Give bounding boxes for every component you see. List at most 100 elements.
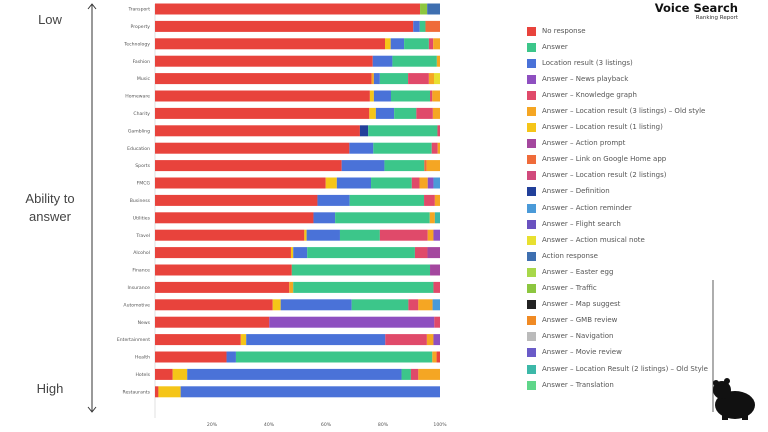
legend-item: Answer – News playback [527, 71, 708, 87]
bar-segment [373, 90, 391, 102]
bar-segment [155, 212, 314, 224]
category-label: Entertainment [117, 337, 150, 343]
legend-label: Answer – Location result (2 listings) [542, 171, 667, 180]
legend-item: Answer – Action reminder [527, 200, 708, 216]
category-label: Transport [127, 7, 150, 13]
bar-segment [341, 160, 385, 172]
bar-segment [307, 247, 415, 259]
bar-segment [431, 142, 438, 154]
legend-label: No response [542, 26, 586, 35]
bar-segment [155, 281, 290, 293]
bar-segment [432, 351, 437, 363]
bar-segment [373, 73, 380, 85]
category-label: Education [127, 146, 150, 152]
bar-segment [235, 351, 433, 363]
category-label: Automotive [123, 302, 150, 308]
category-label: Utilities [133, 215, 151, 221]
legend-item: Answer – Action musical note [527, 232, 708, 248]
bar-segment [419, 177, 428, 189]
legend-item: Answer – Location Result (2 listings) – … [527, 361, 708, 377]
bar-segment [155, 55, 373, 67]
category-label: Music [137, 76, 151, 82]
legend-swatch [527, 300, 536, 310]
bar-segment [172, 368, 188, 380]
legend-swatch [527, 58, 536, 68]
category-label: Homeware [125, 94, 150, 100]
bar-segment [290, 247, 294, 259]
bar-segment [304, 229, 307, 241]
legend-item: Answer – Navigation [527, 329, 708, 345]
x-tick-label: 40% [264, 422, 275, 428]
bar-segment [155, 20, 414, 32]
legend-item: Answer – GMB review [527, 313, 708, 329]
legend-swatch [527, 26, 536, 36]
bar-segment [371, 73, 374, 85]
bar-segment [432, 299, 440, 311]
bar-segment [155, 264, 292, 276]
bar-segment [246, 334, 386, 346]
bar-segment [433, 334, 440, 346]
legend-swatch [527, 155, 536, 165]
legend-item: Action response [527, 248, 708, 264]
bar-segment [424, 160, 427, 172]
bar-segment [289, 281, 294, 293]
bar-segment [155, 299, 273, 311]
legend-swatch [527, 235, 536, 245]
legend: No response Answer Location result (3 list… [527, 23, 708, 393]
legend-label: Answer – Action musical note [542, 235, 645, 244]
bar-segment [427, 247, 440, 259]
bar-segment [432, 90, 440, 102]
legend-swatch [527, 284, 536, 294]
bar-segment [428, 38, 434, 50]
bar-segment [401, 368, 411, 380]
bar-segment [155, 125, 360, 137]
legend-label: Answer – Navigation [542, 332, 614, 341]
bar-segment [432, 107, 440, 119]
bar-segment [272, 299, 281, 311]
bar-segment [291, 264, 431, 276]
brand: Voice Search Ranking Report [655, 2, 738, 22]
legend-item: Answer – Flight search [527, 216, 708, 232]
bar-segment [280, 299, 352, 311]
bar-segment [187, 368, 402, 380]
legend-label: Answer – Easter egg [542, 267, 614, 276]
legend-swatch [527, 332, 536, 342]
legend-swatch [527, 380, 536, 390]
bar-segment [155, 194, 318, 206]
legend-item: Answer – Easter egg [527, 264, 708, 280]
category-label: Business [130, 198, 151, 204]
bar-segment [155, 368, 173, 380]
legend-label: Answer – News playback [542, 74, 629, 83]
bar-segment [413, 20, 420, 32]
category-label: Gambling [128, 128, 150, 134]
bar-segment [408, 299, 419, 311]
category-label: Technology [123, 41, 150, 47]
bar-segment [293, 281, 434, 293]
category-label: Travel [135, 233, 150, 239]
legend-item: No response [527, 23, 708, 39]
legend-item: Answer – Translation [527, 377, 708, 393]
legend-label: Answer – Movie review [542, 348, 622, 357]
bar-segment [155, 351, 227, 363]
bar-segment [351, 299, 409, 311]
legend-label: Answer – Map suggest [542, 300, 621, 309]
x-tick-label: 80% [378, 422, 389, 428]
legend-swatch [527, 203, 536, 213]
bar-segment [155, 229, 305, 241]
bar-segment [269, 316, 435, 328]
legend-label: Answer – Link on Google Home app [542, 155, 667, 164]
bar-segment [226, 351, 236, 363]
bar-segment [180, 386, 440, 398]
bar-segment [408, 73, 429, 85]
category-label: Hotels [135, 372, 150, 378]
bar-segment [416, 107, 433, 119]
category-label: Property [131, 24, 151, 30]
bar-segment [418, 368, 440, 380]
legend-swatch [527, 139, 536, 149]
bar-segment [339, 229, 380, 241]
bar-segment [306, 229, 340, 241]
bar-segment [429, 212, 435, 224]
legend-swatch [527, 316, 536, 326]
bar-segment [436, 351, 440, 363]
bar-segment [394, 107, 417, 119]
